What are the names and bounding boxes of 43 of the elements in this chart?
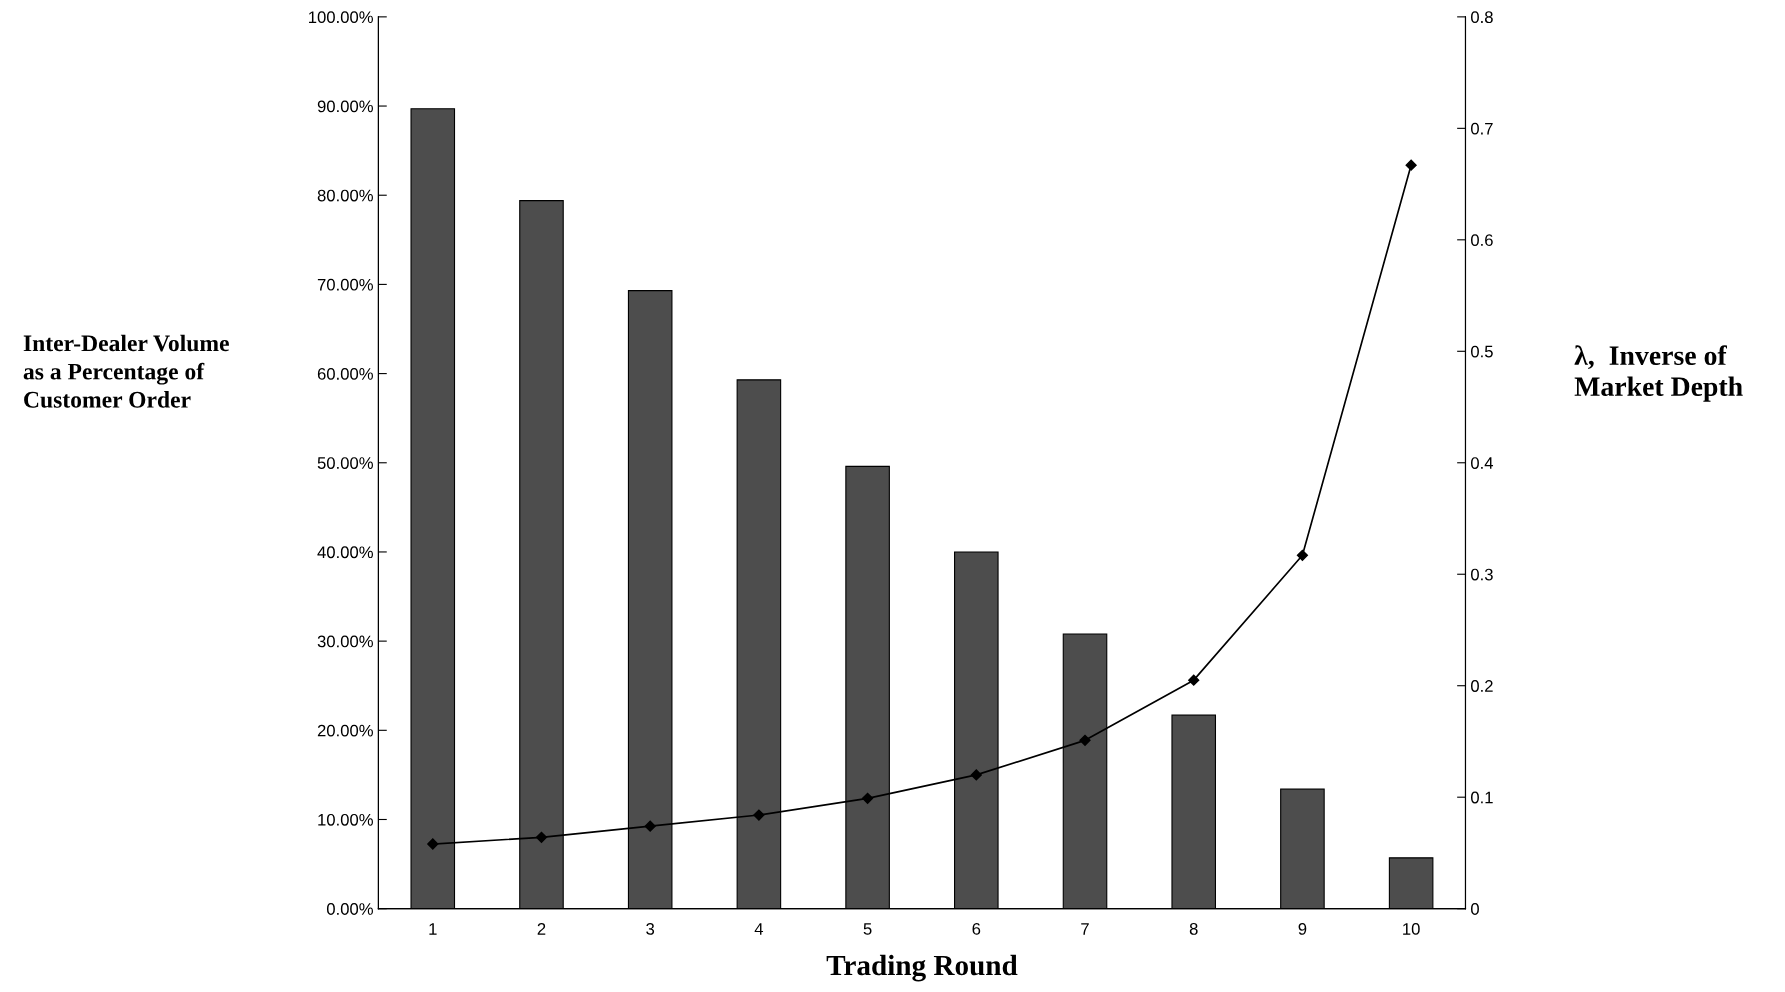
y-tick-label: 0.00% xyxy=(326,903,373,915)
y-axis-title: Inter-Dealer Volume as a Percentage of Customer Order xyxy=(23,334,229,408)
y2-tick-label: 0.8 xyxy=(1471,11,1493,24)
y2-tick-label: 0.4 xyxy=(1471,457,1494,469)
x-tick-label: 4 xyxy=(754,923,764,935)
x-tick-label: 1 xyxy=(429,923,437,935)
point xyxy=(427,838,439,850)
y-tick-label: 90.00% xyxy=(317,100,373,113)
x-tick-label: 7 xyxy=(1081,923,1089,935)
y-tick-label: 60.00% xyxy=(317,367,373,380)
y-tick-label: 20.00% xyxy=(317,724,373,737)
y-tick-label: 30.00% xyxy=(317,635,373,648)
y2-tick-label: 0.5 xyxy=(1471,345,1493,358)
x-tick-label: 10 xyxy=(1403,923,1420,935)
point xyxy=(753,809,765,821)
y-tick-label: 40.00% xyxy=(317,546,373,559)
point xyxy=(1079,734,1091,746)
x-tick-label: 8 xyxy=(1189,923,1198,935)
point xyxy=(1188,674,1200,686)
x-tick-label: 3 xyxy=(646,923,655,935)
point xyxy=(1296,549,1309,561)
y2-tick-label: 0.1 xyxy=(1471,791,1493,804)
point xyxy=(970,769,982,781)
y-tick-label: 80.00% xyxy=(317,189,373,202)
y-tick-label: 70.00% xyxy=(317,278,373,291)
y-tick-label: 10.00% xyxy=(318,813,373,826)
point xyxy=(1405,159,1417,171)
y2-tick-label: 0.3 xyxy=(1471,568,1493,581)
y2-tick-label: 0.7 xyxy=(1471,122,1493,135)
y2-tick-label: 0.2 xyxy=(1471,680,1493,692)
y2-axis-title: λ, Inverse of Market Depth xyxy=(1574,345,1743,402)
x-tick-label: 9 xyxy=(1298,923,1307,935)
y-tick-label: 50.00% xyxy=(317,457,373,469)
y2-tick-label: 0.6 xyxy=(1471,234,1493,247)
x-tick-label: 5 xyxy=(863,923,872,935)
y-tick-label: 100.00% xyxy=(309,11,373,24)
x-tick-label: 6 xyxy=(972,923,981,935)
x-axis-title: Trading Round xyxy=(826,954,1018,982)
point xyxy=(861,792,874,804)
point xyxy=(644,820,656,832)
x-tick-label: 2 xyxy=(537,923,546,935)
y2-tick-label: 0 xyxy=(1471,903,1479,915)
point xyxy=(535,831,548,843)
